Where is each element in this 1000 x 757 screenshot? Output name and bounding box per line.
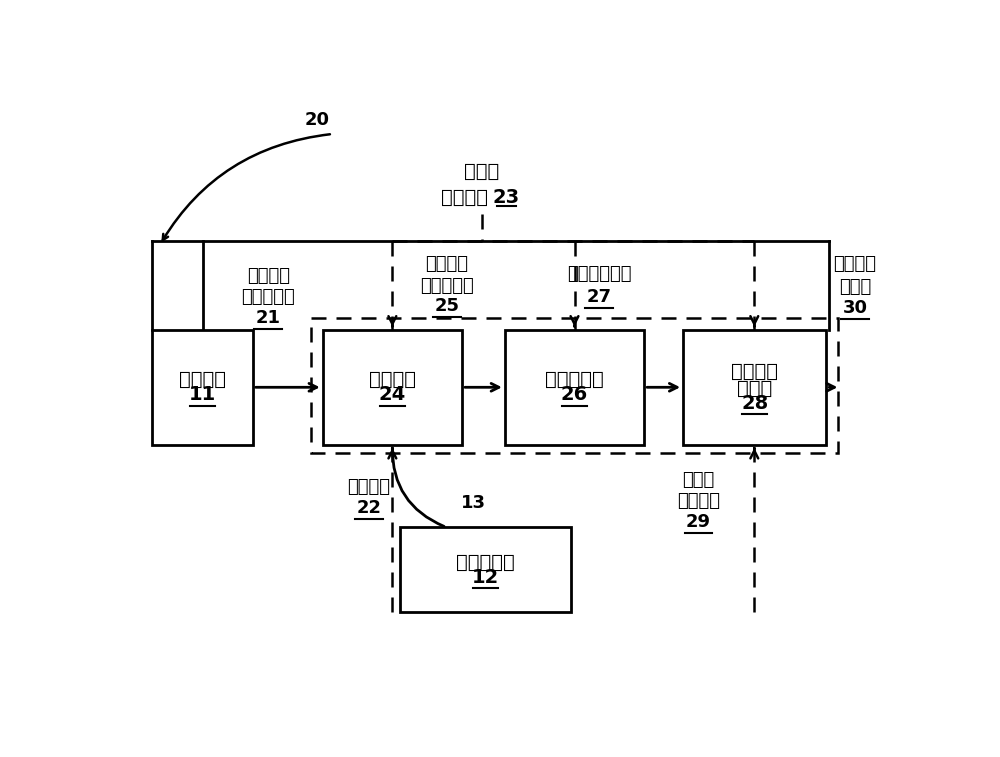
- Text: 13: 13: [461, 494, 486, 512]
- Text: 25: 25: [434, 298, 459, 316]
- Text: 基于学习: 基于学习: [731, 362, 778, 381]
- Text: 去马赛克: 去马赛克: [834, 255, 877, 273]
- Text: 模型参数: 模型参数: [677, 492, 720, 510]
- Text: 21: 21: [256, 309, 281, 327]
- Bar: [505, 329, 644, 445]
- Text: 11: 11: [189, 385, 216, 404]
- Text: 22: 22: [357, 499, 382, 517]
- Text: 马赛克: 马赛克: [464, 162, 499, 181]
- Text: 布局信息: 布局信息: [441, 188, 494, 207]
- Text: 马赛克化: 马赛克化: [247, 266, 290, 285]
- Text: 马赛克化: 马赛克化: [425, 255, 468, 273]
- Bar: [400, 528, 571, 612]
- Text: 24: 24: [379, 385, 406, 404]
- Text: 20: 20: [305, 111, 330, 129]
- Text: 12: 12: [472, 568, 499, 587]
- Text: 30: 30: [843, 299, 868, 317]
- Text: 28: 28: [741, 394, 768, 413]
- Text: 校准函数: 校准函数: [369, 370, 416, 389]
- Text: 的函数: 的函数: [737, 378, 772, 397]
- Text: 预处理函数: 预处理函数: [545, 370, 604, 389]
- Text: 23: 23: [493, 188, 520, 207]
- Bar: [683, 329, 826, 445]
- Text: 数据流: 数据流: [839, 278, 871, 296]
- Text: 训练的: 训练的: [682, 471, 715, 489]
- Text: 29: 29: [686, 513, 711, 531]
- Text: 预处理数据流: 预处理数据流: [567, 265, 632, 283]
- Bar: [311, 318, 838, 453]
- Bar: [323, 329, 462, 445]
- Bar: [152, 329, 253, 445]
- Text: 26: 26: [561, 385, 588, 404]
- Text: 27: 27: [587, 288, 612, 306]
- Text: 参数存储器: 参数存储器: [456, 553, 515, 572]
- Text: 原始数据流: 原始数据流: [242, 288, 295, 306]
- Text: 校准参数: 校准参数: [348, 478, 391, 497]
- Text: 像素阵列: 像素阵列: [179, 370, 226, 389]
- Text: 校准数据流: 校准数据流: [420, 276, 474, 294]
